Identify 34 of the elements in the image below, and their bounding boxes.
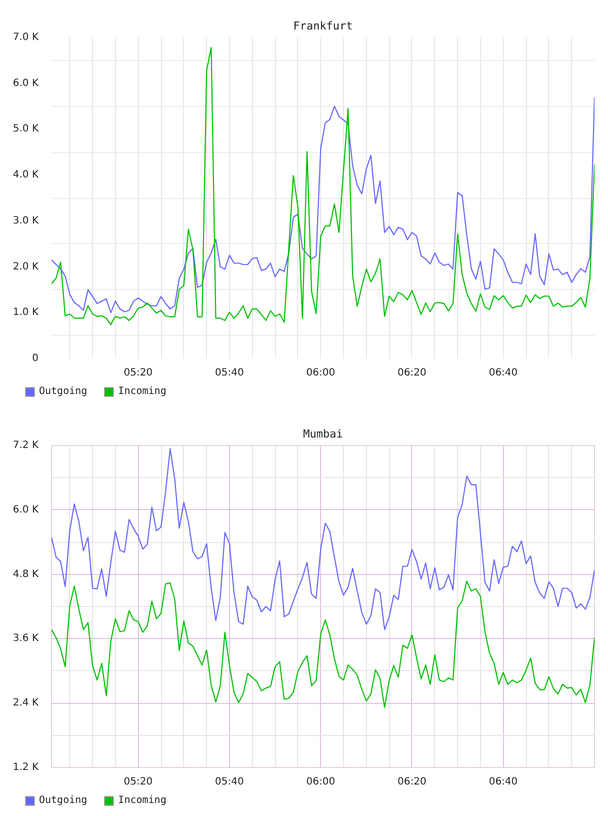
x-tick-label: 06:20 xyxy=(398,368,426,378)
line-series xyxy=(52,47,594,326)
x-tick-label: 05:40 xyxy=(215,368,244,378)
line-series xyxy=(52,448,594,630)
x-tick-label: 06:40 xyxy=(488,368,518,378)
y-tick-label: 2.0 K xyxy=(12,261,39,272)
legend-label: Incoming xyxy=(118,795,166,806)
y-tick-label: 3.0 K xyxy=(12,215,39,226)
y-tick-label: 6.0 K xyxy=(12,504,39,516)
chart-title: Mumbai xyxy=(303,428,343,440)
x-tick-label: 06:00 xyxy=(306,368,336,378)
legend-label: Incoming xyxy=(118,386,166,397)
chart-title: Frankfurt xyxy=(293,20,353,32)
x-tick-label: 05:20 xyxy=(124,368,153,378)
x-tick-label: 06:40 xyxy=(488,776,518,788)
y-tick-label: 0 xyxy=(32,353,39,364)
y-tick-label: 7.0 K xyxy=(12,32,39,43)
y-tick-label: 3.6 K xyxy=(12,633,39,644)
y-tick-label: 1.2 K xyxy=(12,762,39,773)
y-tick-label: 4.8 K xyxy=(12,568,39,580)
line-series xyxy=(52,580,594,708)
x-tick-label: 06:00 xyxy=(306,776,336,788)
legend-label: Outgoing xyxy=(39,386,88,397)
y-tick-label: 2.4 K xyxy=(12,698,39,709)
legend-label: Outgoing xyxy=(39,795,88,806)
y-tick-label: 1.0 K xyxy=(12,307,39,318)
y-tick-label: 7.2 K xyxy=(12,440,39,451)
x-tick-label: 05:40 xyxy=(215,776,244,788)
y-tick-label: 4.0 K xyxy=(12,170,39,181)
y-tick-label: 6.0 K xyxy=(12,78,39,89)
x-tick-label: 05:20 xyxy=(124,776,153,788)
x-tick-label: 06:20 xyxy=(398,776,426,788)
line-series xyxy=(52,96,594,314)
y-tick-label: 5.0 K xyxy=(12,124,39,135)
